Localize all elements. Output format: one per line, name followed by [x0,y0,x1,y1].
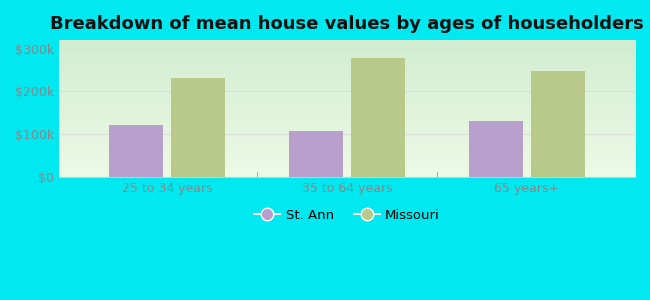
Bar [469,121,523,177]
Title: Breakdown of mean house values by ages of householders: Breakdown of mean house values by ages o… [50,15,644,33]
Bar [289,131,343,177]
Legend: St. Ann, Missouri: St. Ann, Missouri [249,204,445,227]
Bar [530,71,584,177]
Bar [170,78,225,177]
Bar [109,125,163,177]
Bar [350,58,404,177]
